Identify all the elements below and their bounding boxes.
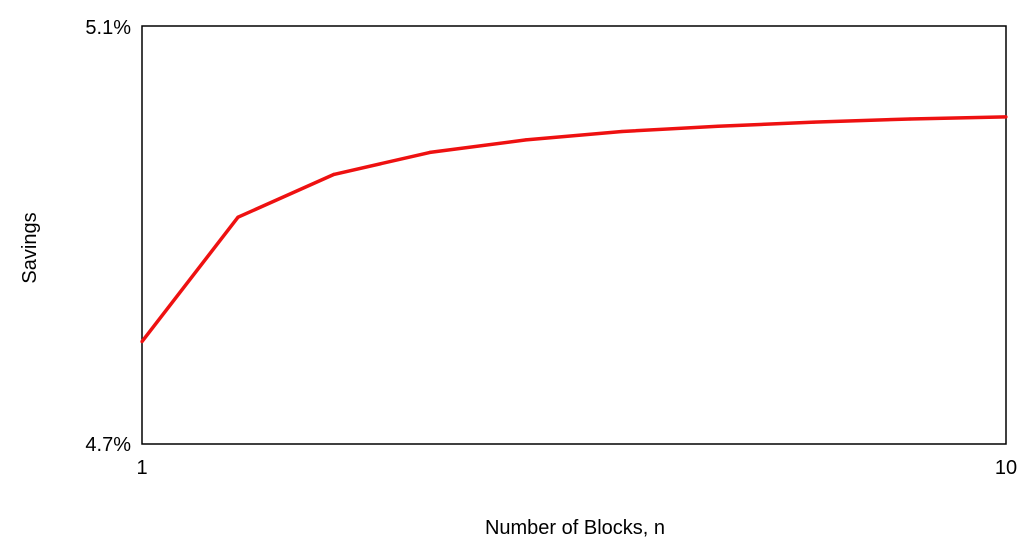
data-point-1-10: [1004, 115, 1008, 119]
x-tick-label-right: 10: [995, 457, 1017, 479]
data-point-1-9: [908, 117, 912, 121]
data-point-1-4: [428, 150, 432, 154]
y-tick-label-bottom: 4.7%: [85, 434, 131, 456]
y-tick-label-top: 5.1%: [85, 17, 131, 39]
data-point-1-2: [236, 215, 240, 219]
data-point-1-5: [524, 138, 528, 142]
data-point-1-7: [716, 124, 720, 128]
data-point-1-1: [140, 340, 144, 344]
plot-area-frame: [141, 25, 1007, 445]
x-axis-title: Number of Blocks, n: [485, 517, 665, 539]
series-line-1: [140, 115, 1007, 343]
data-point-1-3: [332, 172, 336, 176]
x-tick-label-left: 1: [136, 457, 147, 479]
data-point-1-6: [620, 129, 624, 134]
data-point-1-8: [812, 120, 816, 124]
series-layer: [140, 115, 1008, 344]
y-axis-title: Savings: [19, 212, 41, 283]
